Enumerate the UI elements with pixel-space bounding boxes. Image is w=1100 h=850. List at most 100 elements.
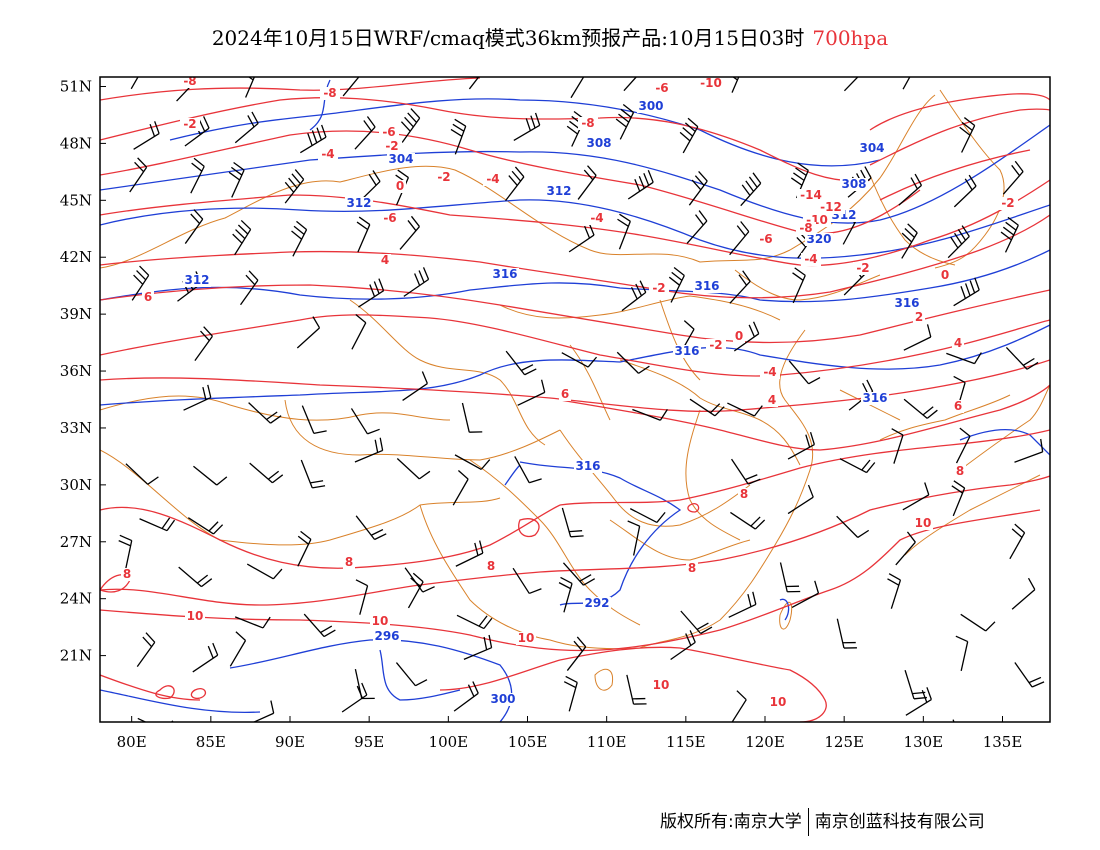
wind-barb-icon (903, 398, 938, 419)
height-label: 308 (586, 136, 611, 150)
temp-label-bg (320, 87, 340, 100)
wind-barb-icon (1000, 216, 1019, 253)
height-label-bg (893, 297, 921, 310)
wind-barb-icon (731, 77, 740, 93)
wind-barb-icon (407, 572, 424, 609)
temp-label-bg (686, 562, 698, 575)
temp-label-bg (379, 126, 399, 139)
wind-barb-icon (512, 567, 542, 595)
temp-label-bg (370, 615, 390, 628)
wind-barb-icon (566, 636, 587, 671)
temp-label: -2 (856, 261, 869, 275)
wind-barb-icon (960, 613, 996, 632)
wind-barb-icon (632, 408, 668, 421)
temp-label: 2 (915, 310, 923, 324)
wind-barb-icon (836, 618, 857, 649)
wind-barb-icon (133, 121, 160, 150)
wind-barb-icon (887, 573, 902, 609)
wind-barb-icon (463, 634, 493, 660)
chart-title: 2024年10月15日WRF/cmaq模式36km预报产品:10月15日03时 7… (0, 22, 1100, 51)
temp-label-bg (121, 568, 133, 581)
height-label: 316 (894, 296, 919, 310)
temp-label: -4 (486, 172, 499, 186)
height-label: 316 (492, 267, 517, 281)
wind-barb-icon (779, 562, 801, 593)
height-label: 316 (694, 279, 719, 293)
temp-label-bg (379, 254, 391, 267)
wind-barb-icon (903, 324, 932, 351)
wind-barb-icon (621, 280, 647, 312)
wind-barb-icon (400, 108, 421, 143)
wind-barb-icon (623, 77, 638, 92)
height-label: 304 (859, 141, 884, 155)
temp-label: -6 (655, 81, 668, 95)
wind-barb-icon (952, 719, 955, 722)
temp-label-bg (434, 171, 454, 184)
wind-barb-icon (577, 165, 597, 200)
wind-barb-icon (350, 408, 380, 435)
wind-barb-icon (898, 173, 923, 206)
wind-barb-icon (729, 270, 751, 304)
temp-label-bg (817, 201, 845, 214)
temp-label-bg (768, 696, 788, 709)
wind-barb-icon (513, 112, 541, 141)
temp-label-bg (954, 465, 966, 478)
wind-barb-icon (301, 405, 327, 434)
x-tick-label: 100E (429, 733, 469, 751)
wind-barb-icon (300, 459, 326, 489)
temp-label: 10 (653, 678, 670, 692)
temp-label: -8 (323, 86, 336, 100)
y-tick-label: 36N (60, 362, 92, 380)
wind-barb-icon (396, 458, 431, 480)
wind-barb-icon (284, 169, 305, 204)
wind-barb-icon (1014, 438, 1044, 463)
temp-label: 10 (518, 631, 535, 645)
wind-barb-icon (450, 118, 467, 155)
height-label: 296 (374, 629, 399, 643)
wind-barb-icon (793, 723, 818, 750)
wind-barb-icon (679, 117, 699, 154)
height-label-bg (858, 142, 886, 155)
temp-label: 8 (740, 487, 748, 501)
wind-barb-icon (456, 614, 493, 630)
height-contours (100, 79, 1050, 722)
wind-barb-icon (1002, 160, 1024, 195)
wind-barb-icon (626, 674, 647, 705)
y-tick-label: 33N (60, 419, 92, 437)
temp-label-bg (756, 233, 776, 246)
wind-barb-icon (617, 213, 631, 250)
temp-label-bg (380, 212, 400, 225)
temp-label-bg (651, 679, 671, 692)
wind-barb-icon (193, 465, 228, 486)
temp-label-bg (382, 140, 402, 153)
wind-barb-icon (787, 431, 815, 460)
temp-label-bg (483, 173, 503, 186)
x-tick-label: 135E (983, 733, 1023, 751)
y-tick-label: 48N (60, 134, 92, 152)
height-label-bg (489, 693, 517, 706)
temp-label-bg (180, 77, 200, 88)
temp-label: -8 (183, 74, 196, 88)
wind-barb-icon (955, 427, 971, 464)
temp-label-bg (649, 282, 669, 295)
temp-label-bg (853, 262, 873, 275)
wind-barb-icon (955, 635, 969, 671)
x-tick-label: 105E (508, 733, 548, 751)
wind-barb-icon (891, 428, 904, 464)
height-label-bg (637, 100, 665, 113)
wind-barb-icon (905, 687, 932, 716)
wind-barb-icon (615, 103, 635, 140)
temp-label-bg (766, 394, 778, 407)
wind-barb-icon (568, 222, 595, 253)
height-label: 316 (862, 391, 887, 405)
wind-barb-icon (455, 540, 484, 567)
temp-label: 4 (381, 253, 389, 267)
wind-barb-icon (902, 482, 930, 511)
wind-barb-icon (356, 216, 371, 253)
wind-barb-icon (686, 210, 708, 244)
wind-barb-icon (245, 77, 256, 98)
temp-label-bg (318, 148, 338, 161)
y-tick-label: 39N (60, 305, 92, 323)
height-label-bg (545, 185, 573, 198)
wind-barb-icon (453, 681, 479, 712)
